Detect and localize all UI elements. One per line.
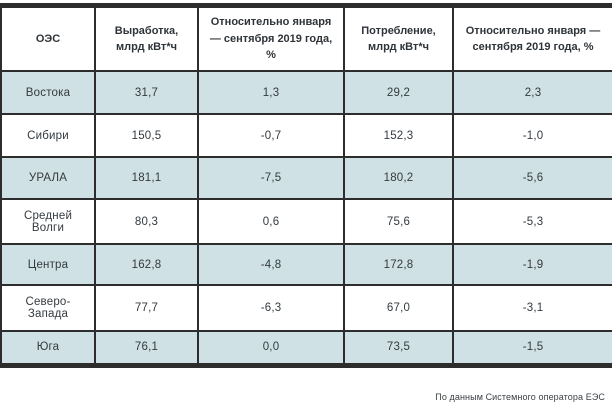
table-row: Востока 31,7 1,3 29,2 2,3 <box>0 70 612 115</box>
value-cell: -5,3 <box>452 198 612 245</box>
value-cell: -1,5 <box>452 330 612 366</box>
column-header-consumption-change: Относительно января — сентября 2019 года… <box>452 4 612 72</box>
value-cell: -7,5 <box>197 156 345 200</box>
table-header: ОЭС Выработка, млрд кВт*ч Относительно я… <box>0 4 612 72</box>
value-cell: -6,3 <box>197 284 345 332</box>
value-cell: 29,2 <box>343 70 454 115</box>
value-cell: 150,5 <box>94 113 199 158</box>
region-cell: УРАЛА <box>0 156 96 200</box>
value-cell: 172,8 <box>343 243 454 286</box>
table-body: Востока 31,7 1,3 29,2 2,3 Сибири 150,5 -… <box>0 70 612 366</box>
value-cell: 181,1 <box>94 156 199 200</box>
value-cell: -4,8 <box>197 243 345 286</box>
value-cell: 1,3 <box>197 70 345 115</box>
value-cell: -0,7 <box>197 113 345 158</box>
value-cell: 73,5 <box>343 330 454 366</box>
header-row: ОЭС Выработка, млрд кВт*ч Относительно я… <box>0 4 612 72</box>
table-row: Северо-Запада 77,7 -6,3 67,0 -3,1 <box>0 284 612 332</box>
value-cell: 0,6 <box>197 198 345 245</box>
energy-systems-table: ОЭС Выработка, млрд кВт*ч Относительно я… <box>0 3 612 368</box>
region-cell: Сибири <box>0 113 96 158</box>
column-header-consumption: Потребление, млрд кВт*ч <box>343 4 454 72</box>
table-row: УРАЛА 181,1 -7,5 180,2 -5,6 <box>0 156 612 200</box>
value-cell: 76,1 <box>94 330 199 366</box>
value-cell: -1,9 <box>452 243 612 286</box>
region-cell: Юга <box>0 330 96 366</box>
column-header-oes: ОЭС <box>0 4 96 72</box>
value-cell: 0,0 <box>197 330 345 366</box>
value-cell: -5,6 <box>452 156 612 200</box>
region-cell: Центра <box>0 243 96 286</box>
value-cell: -3,1 <box>452 284 612 332</box>
value-cell: 75,6 <box>343 198 454 245</box>
region-cell: Востока <box>0 70 96 115</box>
value-cell: 152,3 <box>343 113 454 158</box>
table-row: Средней Волги 80,3 0,6 75,6 -5,3 <box>0 198 612 245</box>
value-cell: 77,7 <box>94 284 199 332</box>
region-cell: Средней Волги <box>0 198 96 245</box>
region-cell: Северо-Запада <box>0 284 96 332</box>
value-cell: 2,3 <box>452 70 612 115</box>
column-header-generation: Выработка, млрд кВт*ч <box>94 4 199 72</box>
column-header-generation-change: Относительно января — сентября 2019 года… <box>197 4 345 72</box>
value-cell: -1,0 <box>452 113 612 158</box>
value-cell: 67,0 <box>343 284 454 332</box>
table-row: Сибири 150,5 -0,7 152,3 -1,0 <box>0 113 612 158</box>
value-cell: 80,3 <box>94 198 199 245</box>
source-note: По данным Системного оператора ЕЭС <box>435 392 605 402</box>
value-cell: 180,2 <box>343 156 454 200</box>
value-cell: 31,7 <box>94 70 199 115</box>
table-row: Центра 162,8 -4,8 172,8 -1,9 <box>0 243 612 286</box>
value-cell: 162,8 <box>94 243 199 286</box>
table-row: Юга 76,1 0,0 73,5 -1,5 <box>0 330 612 366</box>
